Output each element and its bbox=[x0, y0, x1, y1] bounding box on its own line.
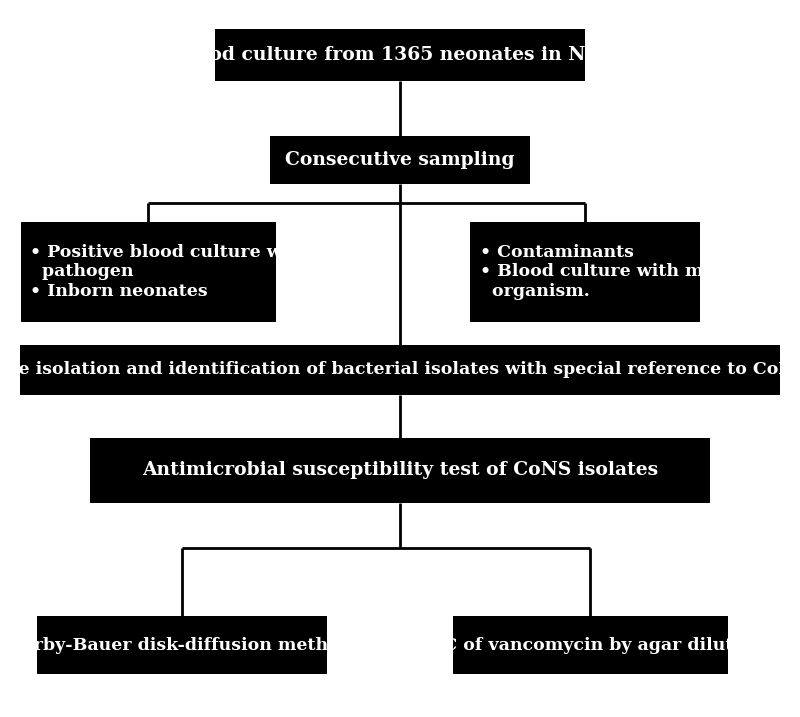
Text: Consecutive sampling: Consecutive sampling bbox=[285, 151, 515, 169]
FancyBboxPatch shape bbox=[90, 437, 710, 503]
FancyBboxPatch shape bbox=[20, 345, 780, 395]
Text: Kirby-Bauer disk-diffusion method: Kirby-Bauer disk-diffusion method bbox=[12, 637, 352, 653]
Text: • Positive blood culture with single
  pathogen
• Inborn neonates: • Positive blood culture with single pat… bbox=[30, 244, 374, 300]
FancyBboxPatch shape bbox=[37, 616, 327, 674]
FancyBboxPatch shape bbox=[215, 29, 585, 81]
Text: MIC of vancomycin by agar dilution: MIC of vancomycin by agar dilution bbox=[416, 637, 764, 653]
FancyBboxPatch shape bbox=[270, 136, 530, 184]
Text: Blood culture from 1365 neonates in NICU: Blood culture from 1365 neonates in NICU bbox=[174, 46, 626, 64]
FancyBboxPatch shape bbox=[453, 616, 727, 674]
FancyBboxPatch shape bbox=[21, 222, 275, 322]
Text: Antimicrobial susceptibility test of CoNS isolates: Antimicrobial susceptibility test of CoN… bbox=[142, 461, 658, 479]
Text: The isolation and identification of bacterial isolates with special reference to: The isolation and identification of bact… bbox=[0, 361, 800, 379]
Text: • Contaminants
• Blood culture with more than 1
  organism.: • Contaminants • Blood culture with more… bbox=[480, 244, 800, 300]
FancyBboxPatch shape bbox=[470, 222, 700, 322]
